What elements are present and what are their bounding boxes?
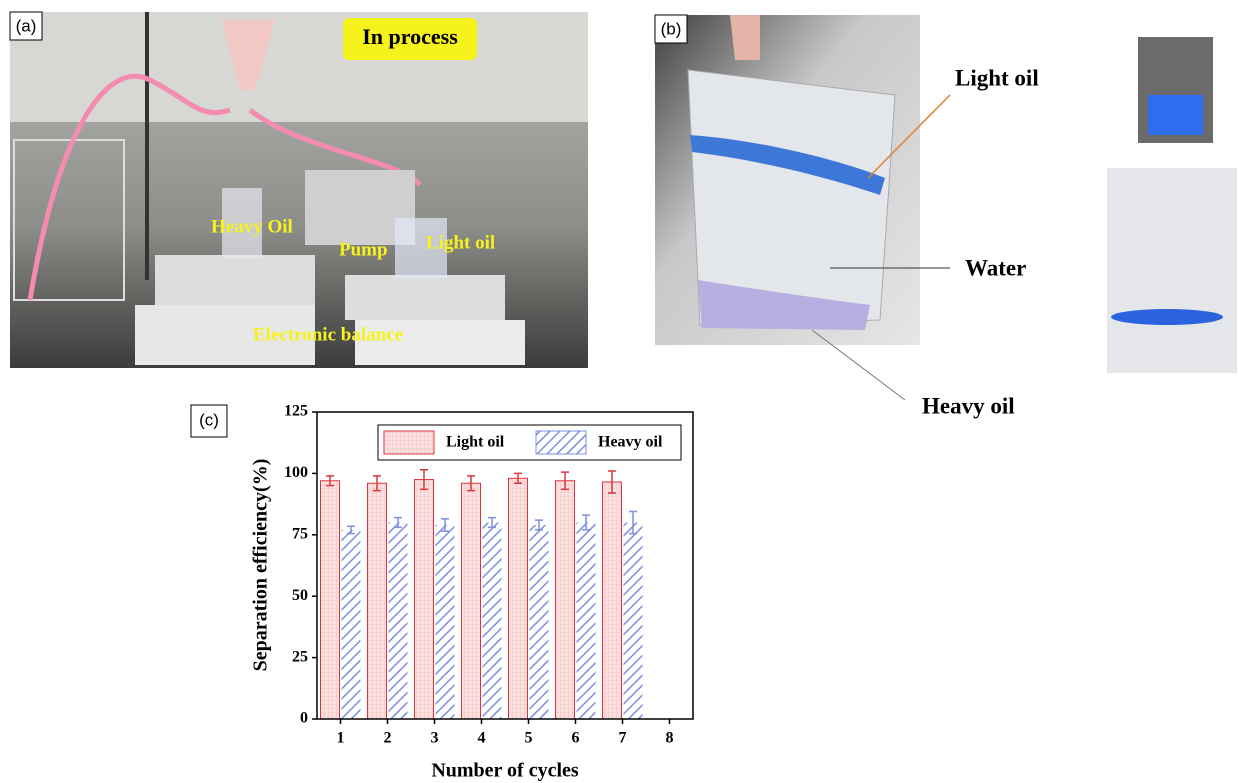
bar: [556, 481, 575, 719]
photo-label: Light oil: [955, 65, 1039, 90]
y-tick-label: 0: [300, 710, 308, 727]
photo-b: (b) Light oil Water Heavy oil: [655, 15, 1237, 418]
y-axis-title: Separation efficiency(%): [250, 459, 272, 672]
y-tick-label: 100: [284, 464, 308, 481]
photo-label: Heavy Oil: [211, 216, 293, 237]
bar: [624, 523, 643, 719]
status-label: In process: [362, 24, 458, 49]
bar: [389, 523, 408, 719]
bar: [462, 483, 481, 719]
y-tick-label: 25: [292, 648, 308, 665]
photo-a: (a) In process Heavy Oil Pump Light oil …: [10, 12, 588, 368]
bar: [436, 525, 455, 719]
photo-label: Electronic balance: [253, 324, 403, 345]
legend-label: Heavy oil: [598, 434, 663, 451]
bar: [415, 480, 434, 719]
x-axis-title: Number of cycles: [431, 760, 579, 782]
x-tick-label: 2: [384, 730, 392, 747]
bar: [577, 523, 596, 719]
bar: [368, 483, 387, 719]
panel-label: (b): [661, 19, 682, 38]
figure: (a) In process Heavy Oil Pump Light oil …: [0, 0, 1239, 783]
bar: [603, 482, 622, 719]
photo-label: Heavy oil: [922, 393, 1015, 418]
y-tick-label: 125: [284, 403, 308, 420]
legend-label: Light oil: [446, 434, 505, 451]
bar: [509, 478, 528, 719]
x-tick-label: 4: [478, 730, 486, 747]
x-tick-label: 3: [431, 730, 439, 747]
photo-label: Light oil: [426, 232, 495, 253]
legend-swatch: [536, 431, 586, 454]
y-tick-label: 50: [292, 587, 308, 604]
x-tick-label: 7: [619, 730, 627, 747]
x-tick-label: 5: [525, 730, 533, 747]
panel-label: (c): [199, 410, 219, 429]
bar: [530, 525, 549, 719]
y-tick-label: 75: [292, 525, 308, 542]
photo-label: Pump: [339, 239, 388, 260]
bar: [321, 481, 340, 719]
bar: [342, 530, 361, 719]
bar: [483, 523, 502, 719]
chart: (c) Number of cycles Separation efficien…: [191, 403, 693, 782]
photo-label: Water: [965, 255, 1026, 280]
x-tick-label: 6: [572, 730, 580, 747]
panel-label: (a): [16, 16, 37, 35]
legend-swatch: [384, 431, 434, 454]
x-tick-label: 1: [337, 730, 345, 747]
x-tick-label: 8: [666, 730, 674, 747]
